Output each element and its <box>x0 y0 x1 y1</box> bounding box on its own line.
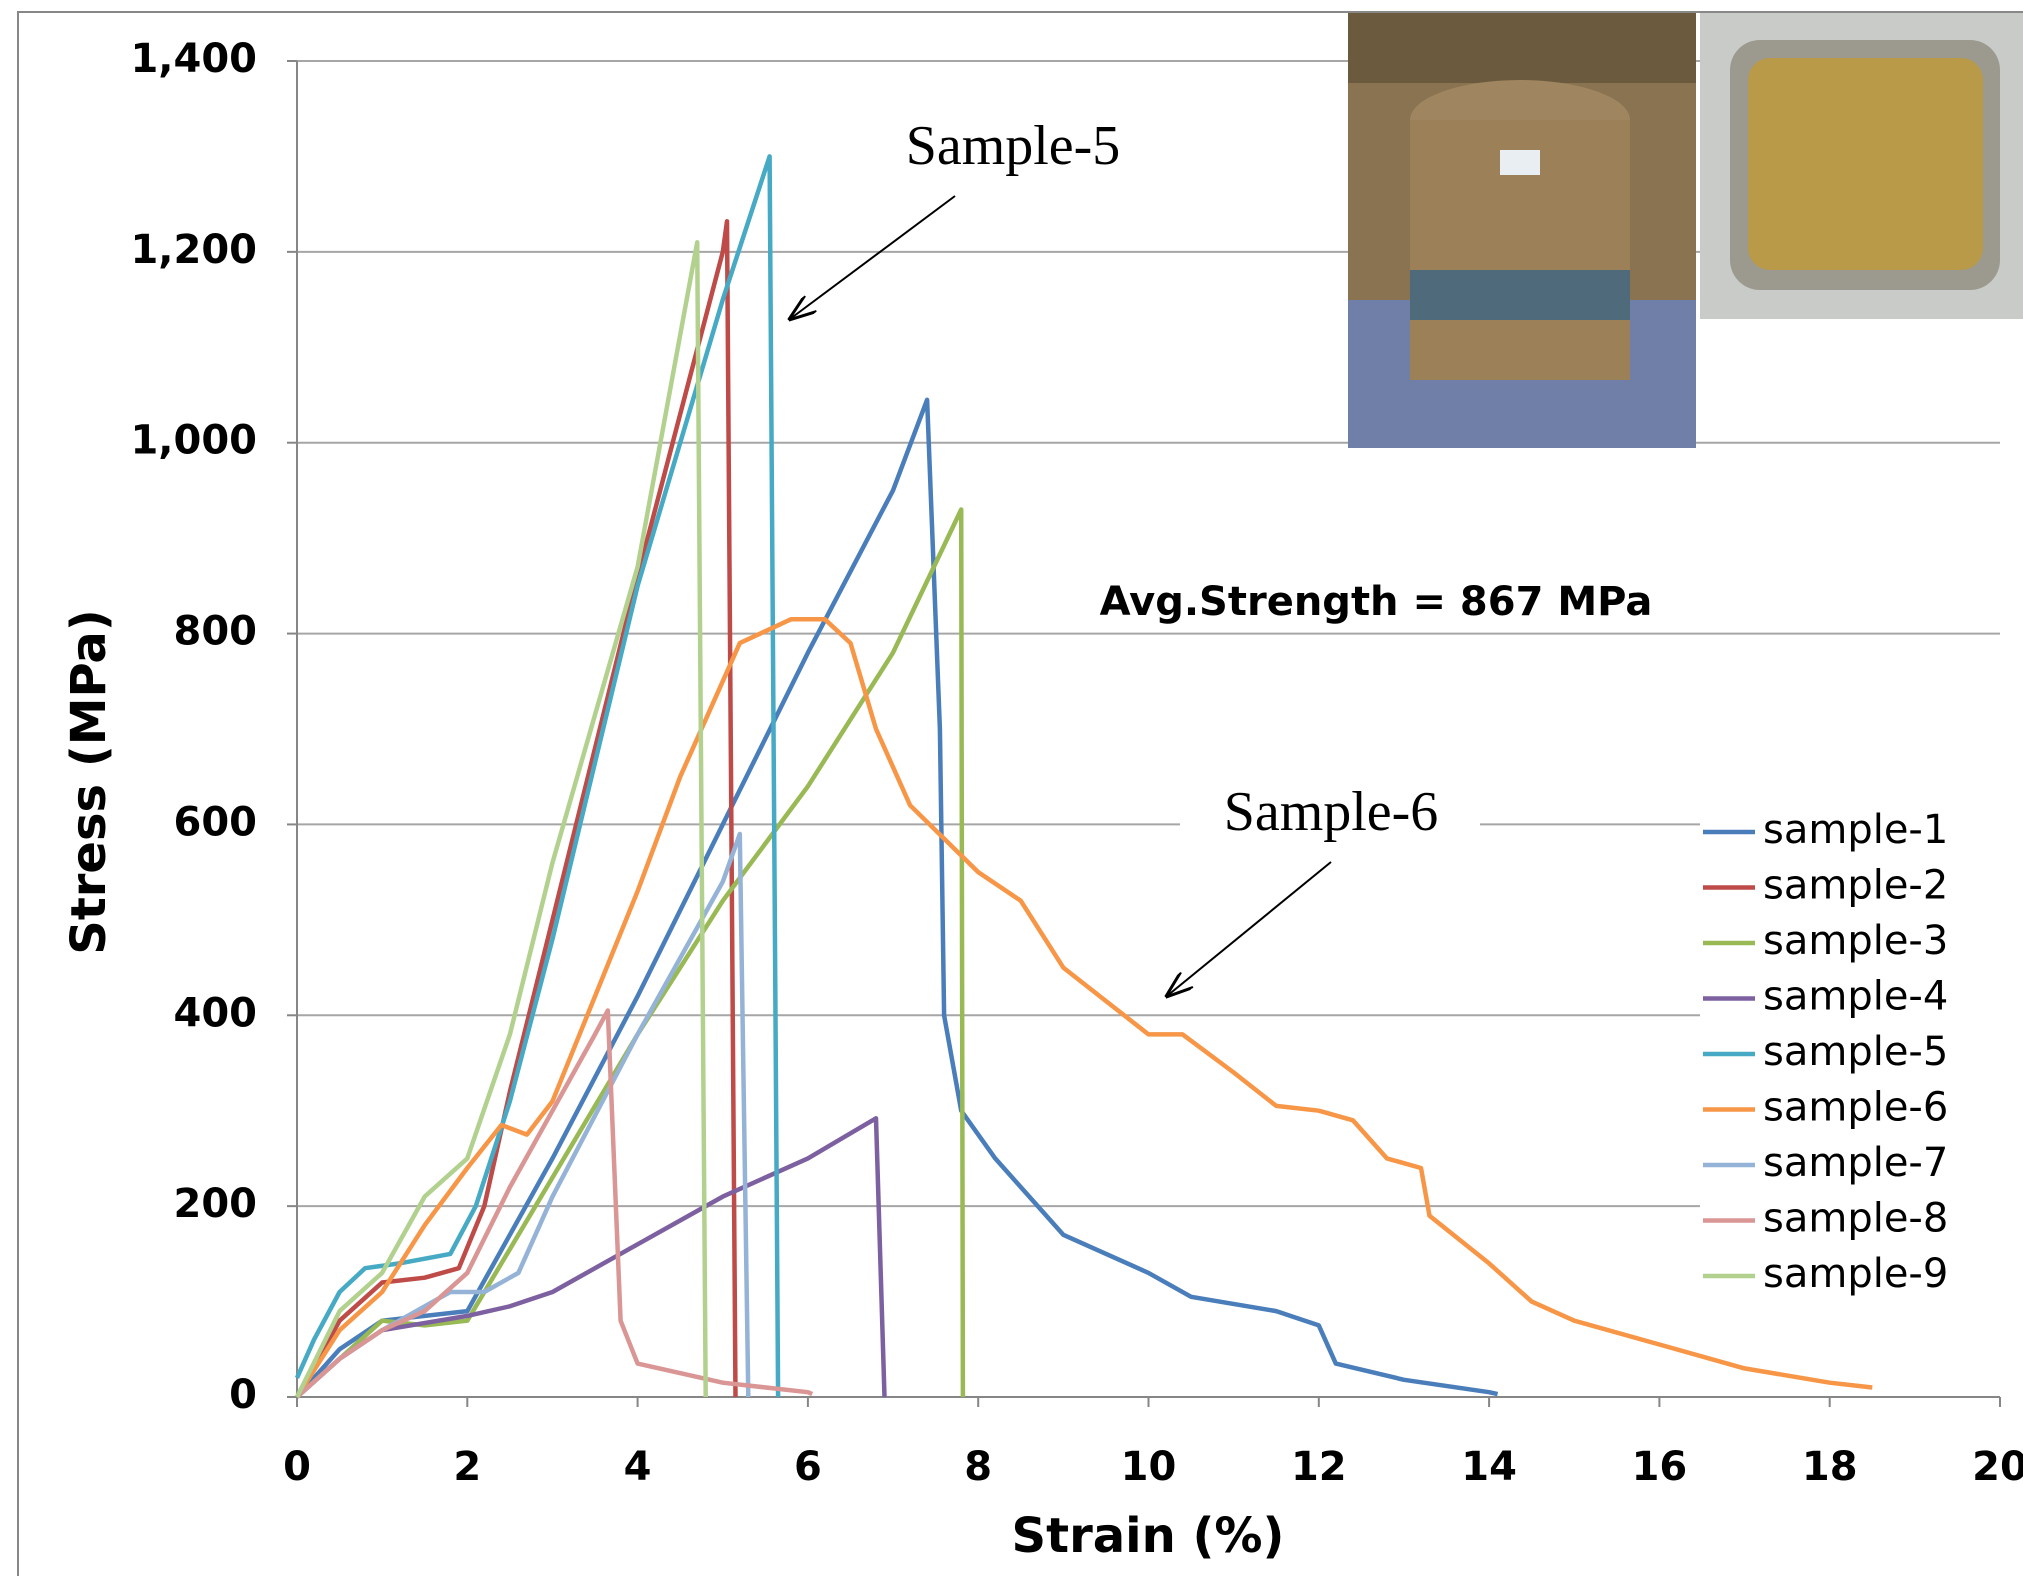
data-line <box>295 219 738 1399</box>
data-line <box>294 154 781 1398</box>
y-tick-label: 1,200 <box>130 227 257 273</box>
arrow <box>1167 861 1332 996</box>
legend-label: sample-9 <box>1763 1251 1948 1297</box>
y-tick-label: 200 <box>174 1181 258 1227</box>
legend-label: sample-5 <box>1763 1029 1948 1075</box>
frame <box>17 11 2023 1580</box>
data-line <box>295 617 1873 1399</box>
data-line <box>295 397 1499 1399</box>
y-tick-label: 800 <box>174 609 258 655</box>
data-line <box>295 1116 887 1399</box>
y-tick-label: 1,000 <box>130 418 257 464</box>
legend-label: sample-2 <box>1763 863 1948 909</box>
x-tick-label: 16 <box>1632 1444 1688 1490</box>
x-tick-label: 4 <box>624 1444 652 1490</box>
y-tick-label: 1,400 <box>130 36 257 82</box>
legend-label: sample-1 <box>1763 807 1948 853</box>
data-line <box>295 831 751 1399</box>
plot-area: 0 200 400 600 800 1,000 1,200 1,400 0 2 4 6 8 10 12 14 1… <box>130 36 2023 1490</box>
annotation: Sample-6 <box>1224 781 1439 843</box>
x-tick-label: 2 <box>453 1444 481 1490</box>
annotation: Sample-5 <box>906 115 1121 177</box>
legend-label: sample-3 <box>1763 918 1948 964</box>
x-tick-label: 6 <box>794 1444 822 1490</box>
photo-spool <box>1348 13 1696 448</box>
photo-fibres <box>1700 13 2023 319</box>
x-tick-label: 20 <box>1972 1444 2023 1490</box>
annotation: Avg.Strength = 867 MPa <box>1100 579 1653 625</box>
legend-label: sample-6 <box>1763 1085 1948 1131</box>
annotation-bg <box>1180 790 1480 850</box>
x-tick-label: 10 <box>1121 1444 1177 1490</box>
data-line <box>294 240 708 1398</box>
x-tick-label: 8 <box>964 1444 992 1490</box>
y-axis-title: Stress (MPa) <box>61 609 117 955</box>
x-tick-label: 12 <box>1291 1444 1347 1490</box>
x-axis-title: Strain (%) <box>1012 1508 1285 1564</box>
data-line <box>295 1008 814 1399</box>
legend-label: sample-8 <box>1763 1196 1948 1242</box>
legend-label: sample-7 <box>1763 1140 1948 1186</box>
arrow <box>790 195 956 319</box>
x-tick-label: 18 <box>1802 1444 1858 1490</box>
legend-label: sample-4 <box>1763 974 1948 1020</box>
x-tick-label: 14 <box>1461 1444 1517 1490</box>
x-tick-label: 0 <box>283 1444 311 1490</box>
y-tick-label: 400 <box>174 990 258 1036</box>
y-tick-label: 0 <box>229 1372 257 1418</box>
y-tick-label: 600 <box>174 799 258 845</box>
